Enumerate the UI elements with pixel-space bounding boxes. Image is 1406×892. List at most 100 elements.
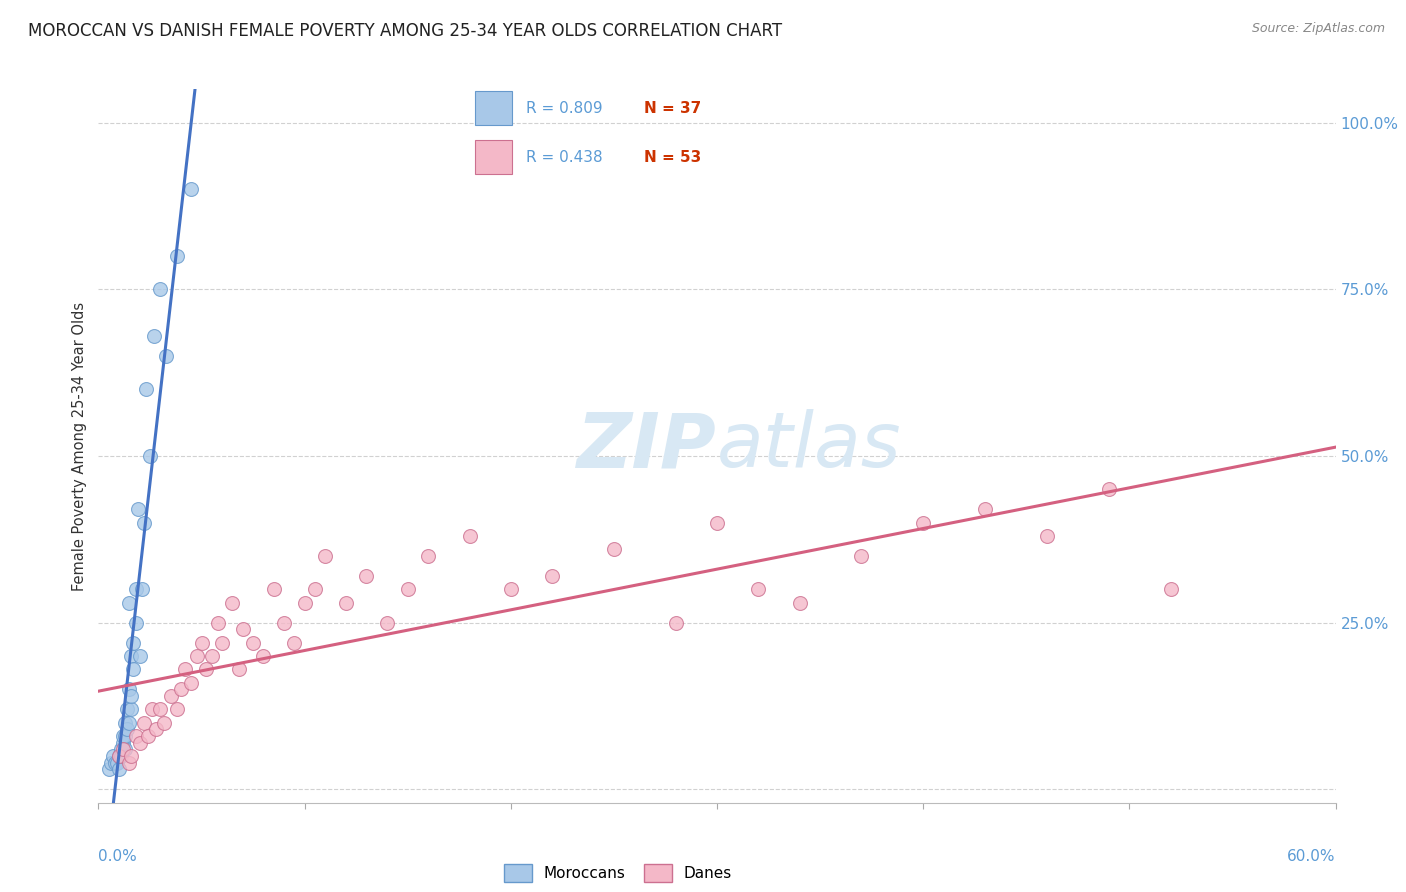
Point: [228, 662, 250, 676]
Point: [153, 715, 176, 730]
Point: [221, 596, 243, 610]
Point: [124, 582, 146, 597]
Point: [105, 756, 128, 770]
Point: [283, 636, 305, 650]
Point: [170, 682, 193, 697]
Point: [159, 689, 181, 703]
Point: [396, 582, 419, 597]
Point: [122, 662, 145, 676]
Point: [912, 516, 935, 530]
Point: [974, 502, 997, 516]
Point: [263, 582, 285, 597]
Point: [118, 596, 141, 610]
Point: [252, 649, 274, 664]
Point: [1036, 529, 1059, 543]
Point: [314, 549, 336, 563]
Point: [120, 749, 142, 764]
Point: [273, 615, 295, 630]
Point: [242, 636, 264, 650]
Point: [499, 582, 522, 597]
Point: [128, 736, 150, 750]
Point: [356, 569, 378, 583]
Text: Source: ZipAtlas.com: Source: ZipAtlas.com: [1251, 22, 1385, 36]
Point: [232, 623, 254, 637]
Point: [108, 749, 131, 764]
Point: [665, 615, 688, 630]
Point: [101, 749, 124, 764]
Text: N = 37: N = 37: [644, 101, 702, 116]
Point: [180, 182, 202, 196]
Point: [149, 282, 172, 296]
Point: [108, 749, 131, 764]
Point: [207, 615, 229, 630]
Point: [112, 742, 135, 756]
Point: [166, 249, 188, 263]
Point: [143, 329, 166, 343]
Point: [851, 549, 873, 563]
Point: [118, 682, 141, 697]
Point: [135, 382, 157, 396]
Point: [706, 516, 728, 530]
Point: [132, 516, 155, 530]
Text: R = 0.438: R = 0.438: [526, 150, 602, 165]
Point: [120, 649, 142, 664]
Point: [122, 636, 145, 650]
Point: [124, 615, 146, 630]
Text: R = 0.809: R = 0.809: [526, 101, 602, 116]
Point: [112, 736, 135, 750]
Point: [120, 689, 142, 703]
Point: [186, 649, 208, 664]
Point: [304, 582, 326, 597]
Point: [127, 502, 149, 516]
Point: [190, 636, 212, 650]
Point: [124, 729, 146, 743]
Text: 60.0%: 60.0%: [1288, 849, 1336, 864]
Point: [149, 702, 172, 716]
Point: [118, 756, 141, 770]
Point: [117, 723, 139, 737]
Point: [112, 729, 135, 743]
Point: [132, 715, 155, 730]
Legend: Moroccans, Danes: Moroccans, Danes: [498, 858, 738, 888]
Point: [174, 662, 197, 676]
Point: [131, 582, 153, 597]
Point: [166, 702, 188, 716]
Y-axis label: Female Poverty Among 25-34 Year Olds: Female Poverty Among 25-34 Year Olds: [72, 301, 87, 591]
Point: [294, 596, 316, 610]
Point: [104, 756, 127, 770]
Point: [1160, 582, 1182, 597]
Point: [128, 649, 150, 664]
Point: [789, 596, 811, 610]
Text: 0.0%: 0.0%: [98, 849, 138, 864]
Point: [108, 763, 131, 777]
Point: [117, 702, 139, 716]
Point: [114, 742, 136, 756]
Point: [136, 729, 159, 743]
Point: [141, 702, 163, 716]
Point: [155, 349, 177, 363]
Text: atlas: atlas: [717, 409, 901, 483]
Point: [458, 529, 481, 543]
Text: MOROCCAN VS DANISH FEMALE POVERTY AMONG 25-34 YEAR OLDS CORRELATION CHART: MOROCCAN VS DANISH FEMALE POVERTY AMONG …: [28, 22, 782, 40]
Text: ZIP: ZIP: [578, 409, 717, 483]
Point: [603, 542, 626, 557]
Point: [211, 636, 233, 650]
Point: [139, 449, 162, 463]
Point: [194, 662, 217, 676]
Point: [110, 749, 132, 764]
Point: [120, 702, 142, 716]
Point: [375, 615, 398, 630]
Point: [1098, 483, 1121, 497]
Point: [747, 582, 769, 597]
Text: N = 53: N = 53: [644, 150, 702, 165]
Point: [114, 729, 136, 743]
Point: [100, 756, 122, 770]
Point: [201, 649, 224, 664]
Point: [145, 723, 167, 737]
Bar: [475, 140, 512, 175]
Point: [114, 715, 136, 730]
Point: [418, 549, 440, 563]
Point: [541, 569, 564, 583]
Point: [110, 742, 132, 756]
Point: [335, 596, 357, 610]
